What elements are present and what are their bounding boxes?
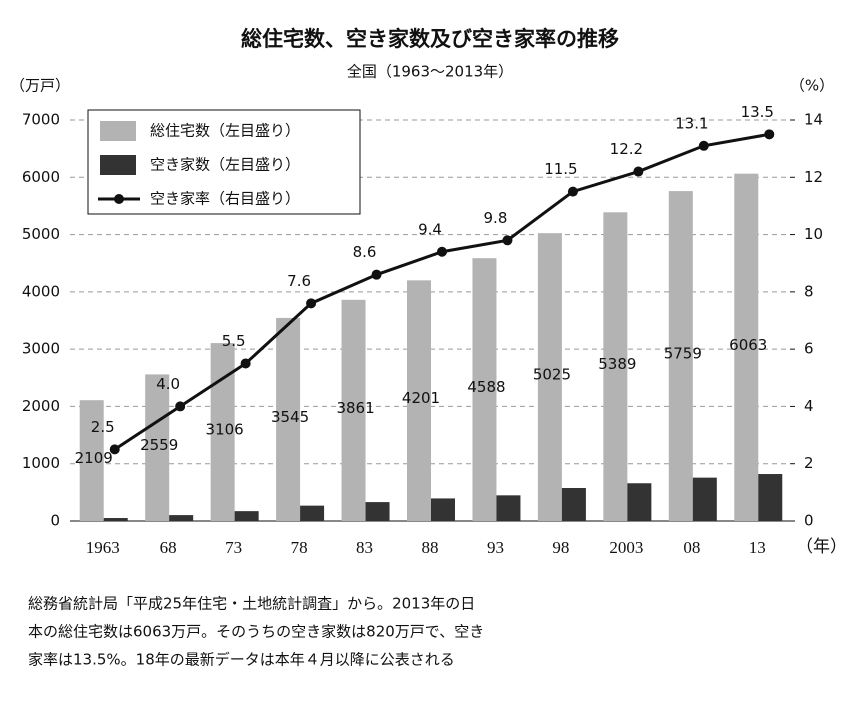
bar	[341, 299, 366, 521]
bar	[603, 212, 628, 521]
y-tick-label: 0	[50, 512, 60, 530]
chart-title: 総住宅数、空き家数及び空き家率の推移	[241, 27, 619, 51]
y2-tick-label: 6	[804, 340, 814, 358]
bar-value-label: 2559	[140, 436, 178, 454]
rate-value-label: 7.6	[287, 272, 311, 290]
legend-label: 空き家数（左目盛り）	[150, 156, 300, 174]
x-tick-label: 2003	[609, 538, 643, 557]
legend-swatch	[100, 155, 136, 175]
rate-value-label: 8.6	[353, 243, 377, 261]
bar	[692, 477, 717, 521]
rate-point	[371, 269, 382, 280]
chart-subtitle: 全国（1963〜2013年）	[347, 63, 513, 81]
x-tick-label: 13	[749, 538, 766, 557]
y-tick-label: 7000	[22, 111, 60, 129]
bar	[145, 374, 170, 521]
bar-value-label: 6063	[729, 336, 767, 354]
rate-point	[567, 186, 578, 197]
legend-dot	[114, 194, 124, 204]
bar	[276, 317, 301, 521]
y-tick-label: 6000	[22, 168, 60, 186]
rate-value-label: 13.5	[741, 103, 774, 121]
x-axis-unit: （年）	[796, 537, 846, 556]
bar	[300, 505, 325, 521]
bar	[668, 191, 693, 522]
bar-value-label: 3106	[206, 421, 244, 439]
bar-value-label: 5389	[598, 355, 636, 373]
bar	[79, 400, 104, 521]
rate-point	[633, 166, 644, 177]
rate-value-label: 13.1	[675, 114, 708, 132]
bar	[169, 515, 194, 521]
rate-value-label: 2.5	[91, 418, 115, 436]
rate-point	[502, 235, 513, 246]
rate-value-label: 11.5	[544, 160, 577, 178]
bar-value-label: 5025	[533, 366, 571, 384]
rate-point	[437, 246, 447, 257]
y-tick-label: 5000	[22, 225, 60, 243]
x-tick-label: 68	[160, 538, 177, 557]
x-tick-label: 88	[422, 538, 439, 557]
bar	[496, 495, 521, 521]
y2-axis-unit: （%）	[790, 77, 834, 95]
y2-tick-label: 14	[804, 111, 823, 129]
bar	[472, 258, 497, 521]
y2-tick-label: 4	[804, 397, 814, 415]
bar-value-label: 4588	[467, 378, 505, 396]
bar	[627, 483, 652, 521]
rate-point	[240, 358, 251, 369]
x-tick-label: 73	[225, 538, 242, 557]
y-tick-label: 3000	[22, 340, 60, 358]
note-line: 本の総住宅数は6063万戸。そのうちの空き家数は820万戸で、空き	[28, 623, 484, 641]
y-tick-label: 4000	[22, 282, 60, 300]
bar	[734, 173, 759, 522]
rate-point	[306, 298, 317, 309]
legend-label: 空き家率（右目盛り）	[150, 190, 300, 208]
x-tick-label: 08	[683, 538, 700, 557]
bar	[431, 498, 455, 521]
y-tick-label: 1000	[22, 454, 60, 472]
rate-value-label: 9.4	[418, 220, 442, 238]
y-tick-label: 2000	[22, 397, 60, 415]
rate-value-label: 9.8	[484, 209, 508, 227]
rate-point	[175, 401, 186, 412]
x-tick-label: 1963	[86, 538, 120, 557]
note-line: 総務省統計局「平成25年住宅・土地統計調査」から。2013年の日	[28, 595, 475, 613]
x-tick-label: 78	[291, 538, 308, 557]
y2-tick-label: 0	[804, 512, 814, 530]
bar-value-label: 3861	[336, 399, 374, 417]
bar-value-label: 3545	[271, 408, 309, 426]
x-tick-label: 83	[356, 538, 373, 557]
bar-value-label: 4201	[402, 389, 440, 407]
rate-value-label: 12.2	[610, 140, 643, 158]
bar	[365, 502, 390, 521]
rate-value-label: 5.5	[222, 332, 246, 350]
legend-label: 総住宅数（左目盛り）	[150, 122, 300, 140]
note-line: 家率は13.5%。18年の最新データは本年４月以降に公表される	[28, 651, 455, 669]
rate-value-label: 4.0	[156, 375, 180, 393]
rate-point	[698, 140, 709, 151]
rate-point	[764, 129, 775, 140]
bar	[103, 518, 128, 521]
y-axis-unit: （万戸）	[10, 77, 70, 95]
y2-tick-label: 10	[804, 225, 823, 243]
bar	[407, 280, 431, 521]
bar	[537, 233, 562, 521]
bar-value-label: 5759	[664, 345, 702, 363]
y2-tick-label: 12	[804, 168, 823, 186]
y2-tick-label: 8	[804, 282, 814, 300]
bar	[758, 474, 783, 521]
x-tick-label: 98	[552, 538, 569, 557]
legend-swatch	[100, 121, 136, 141]
y2-tick-label: 2	[804, 454, 814, 472]
x-tick-label: 93	[487, 538, 504, 557]
rate-point	[109, 444, 120, 455]
bar	[561, 488, 586, 521]
bar	[234, 511, 259, 521]
bar-value-label: 2109	[75, 449, 113, 467]
